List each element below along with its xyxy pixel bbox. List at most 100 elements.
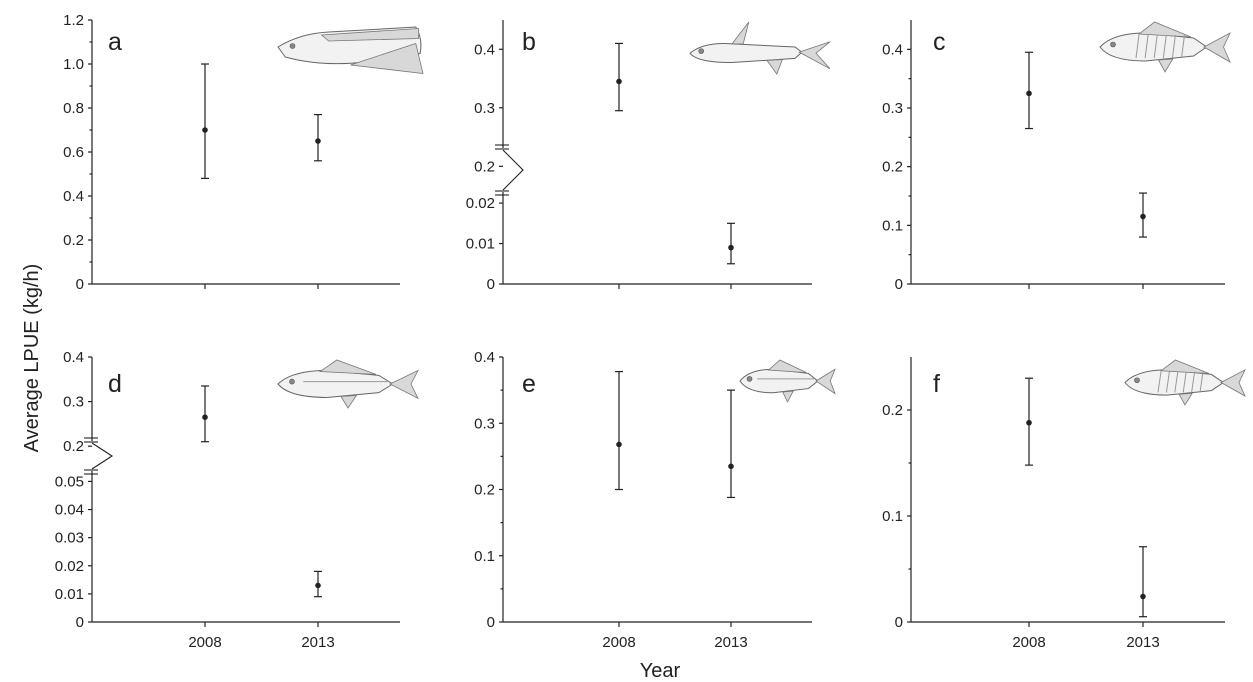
fish-stripe	[1181, 34, 1185, 59]
fish-stripe	[1199, 371, 1204, 393]
fish-dorsal-fin	[318, 359, 377, 375]
striped-drum-icon	[1124, 359, 1246, 406]
catfish-icon	[689, 21, 831, 75]
y-tick-label: 0	[487, 614, 495, 631]
x-axis-title: Year	[640, 660, 681, 682]
y-tick-label: 0.03	[55, 530, 84, 547]
fish-stripe	[1157, 371, 1162, 393]
panel-f: 0 0.1 0.2 2008 2013 f	[882, 357, 1246, 651]
fish-tail-band	[350, 42, 424, 74]
fish-tail-fin	[798, 41, 831, 70]
panel-c: 0 0.1 0.2 0.3 0.4 c	[882, 20, 1231, 293]
fish-stripe	[1153, 34, 1158, 59]
x-tick-label: 2008	[188, 634, 221, 651]
fish-dorsal-fin	[1137, 21, 1192, 38]
y-tick-label: 0.02	[55, 558, 84, 575]
panels-group: 0 0.2 0.4 0.6 0.8 1.0 1.2 a 0.2 0.3 0.4 0 0.01 0.02 b 0…	[55, 12, 1246, 651]
y-tick-label: 0.1	[882, 217, 903, 234]
data-point	[616, 78, 622, 85]
y-tick-label: 0	[76, 276, 84, 293]
data-point	[202, 127, 208, 133]
y-tick-label: 0.3	[63, 394, 84, 411]
fish-pelvic-fin	[782, 390, 794, 403]
y-tick-label: 0.02	[466, 195, 495, 212]
x-tick-label: 2008	[602, 634, 635, 651]
fish-eye	[289, 378, 295, 385]
fish-stripe	[1171, 34, 1176, 59]
fish-pelvic-fin	[1157, 58, 1174, 73]
data-point	[1026, 419, 1032, 426]
x-tick-label: 2013	[714, 634, 747, 651]
data-point	[728, 244, 734, 251]
data-point	[1026, 90, 1032, 97]
y-tick-label: 0.3	[474, 415, 495, 432]
fish-eye	[1134, 377, 1140, 384]
cutlassfish-icon	[277, 26, 424, 74]
axis-break-zigzag	[91, 442, 114, 470]
data-point	[1140, 213, 1146, 220]
panel-e: 0 0.1 0.2 0.3 0.4 2008 2013 e	[474, 349, 836, 651]
fish-eye	[698, 48, 704, 54]
data-point	[202, 414, 208, 420]
fish-tail-fin	[1220, 368, 1246, 397]
y-tick-label: 0.2	[882, 159, 903, 176]
fish-dorsal-fin	[320, 28, 420, 42]
fish-anal-fin	[766, 58, 783, 75]
y-tick-label: 0.4	[474, 41, 495, 58]
y-tick-label: 1.2	[63, 12, 84, 29]
y-tick-label: 0.1	[474, 548, 495, 565]
y-tick-label: 0.3	[882, 100, 903, 117]
data-point	[315, 138, 321, 144]
data-point	[1140, 593, 1146, 600]
y-tick-label: 0	[895, 276, 903, 293]
y-tick-label: 0.4	[63, 349, 84, 366]
y-tick-label: 0.4	[63, 188, 84, 205]
panel-d: 0.2 0.3 0.4 0 0.01 0.02 0.03 0.04 0.05 2008 2013 d	[55, 349, 419, 651]
small-croaker-icon	[739, 359, 836, 403]
data-point	[315, 582, 321, 589]
y-tick-label: 1.0	[63, 56, 84, 73]
y-tick-label: 0.4	[474, 349, 495, 366]
fish-body-shape	[689, 43, 803, 64]
fish-stripe	[1162, 34, 1167, 59]
axis-break-zigzag	[502, 149, 524, 191]
y-tick-label: 0.2	[63, 232, 84, 249]
fish-stripe	[1191, 371, 1196, 393]
panel-letter: b	[522, 28, 536, 56]
panel-letter: e	[522, 370, 536, 398]
fish-pelvic-fin	[340, 395, 358, 409]
fish-tail-fin	[815, 368, 836, 395]
fish-stripe	[1135, 34, 1140, 59]
panel-letter: c	[933, 28, 946, 56]
panel-letter: a	[108, 28, 122, 56]
data-point	[728, 463, 734, 470]
fish-stripe	[1165, 371, 1170, 393]
perch-icon	[1099, 21, 1231, 73]
panel-a: 0 0.2 0.4 0.6 0.8 1.0 1.2 a	[63, 12, 424, 293]
fish-eye	[1110, 41, 1116, 48]
fish-pelvic-fin	[1178, 392, 1193, 406]
y-tick-label: 0.2	[882, 402, 903, 419]
y-tick-label: 0.8	[63, 100, 84, 117]
fish-eye	[746, 376, 753, 382]
fish-stripe	[1174, 371, 1179, 393]
y-tick-label: 0.04	[55, 502, 84, 519]
y-tick-label: 0.01	[55, 586, 84, 603]
x-tick-label: 2008	[1012, 634, 1045, 651]
fish-dorsal-fin	[767, 359, 807, 373]
y-tick-label: 0.2	[474, 158, 495, 175]
y-axis-title: Average LPUE (kg/h)	[21, 264, 43, 453]
fish-dorsal-fin	[731, 21, 750, 45]
y-tick-label: 0.1	[882, 508, 903, 525]
panel-letter: f	[933, 370, 940, 398]
fish-tail-fin	[389, 369, 419, 400]
y-tick-label: 0.6	[63, 144, 84, 161]
y-tick-label: 0.2	[474, 482, 495, 499]
panel-b: 0.2 0.3 0.4 0 0.01 0.02 b	[466, 20, 831, 293]
fish-dorsal-fin	[1159, 359, 1210, 374]
y-tick-label: 0.01	[466, 236, 495, 253]
fish-tail-fin	[1203, 32, 1231, 63]
fish-stripe	[1182, 371, 1187, 393]
data-point	[616, 441, 622, 448]
fish-stripe	[1144, 34, 1149, 59]
